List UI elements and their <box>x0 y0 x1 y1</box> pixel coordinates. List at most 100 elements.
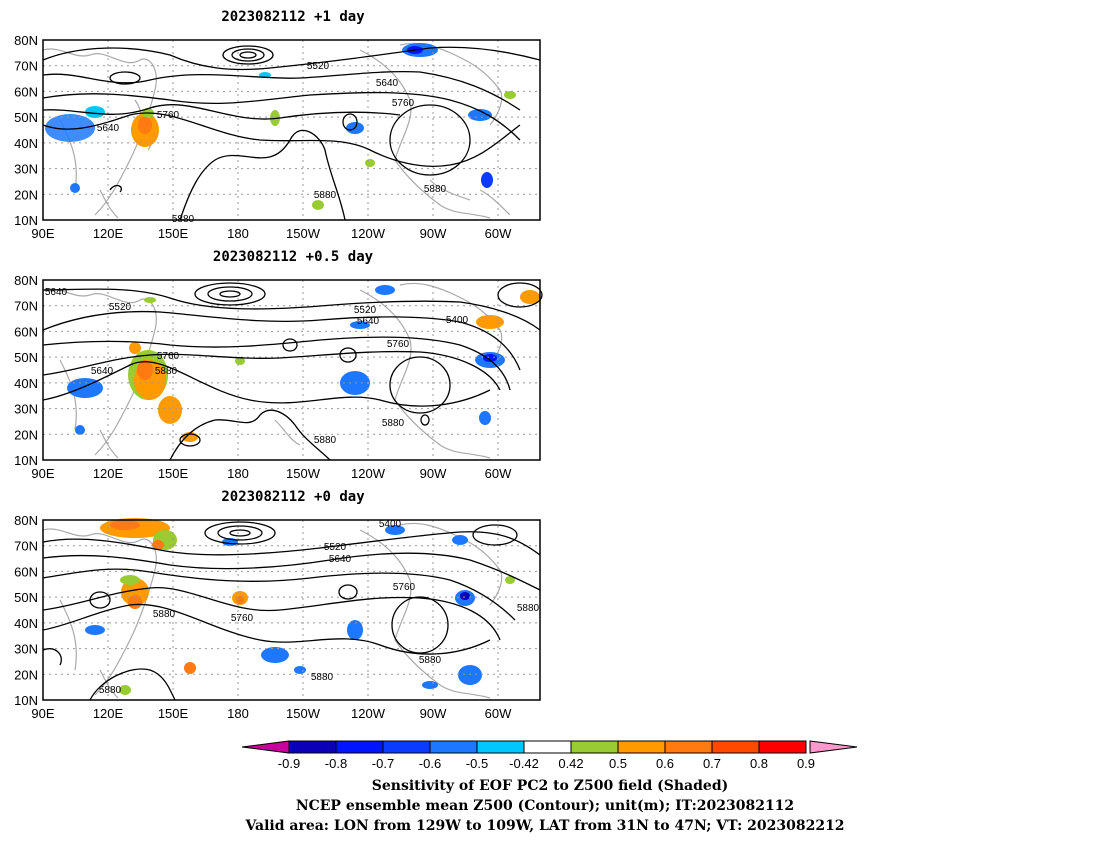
shading <box>45 43 516 210</box>
colorbar-tick-label: -0.7 <box>372 756 394 771</box>
panel-title: 2023082112 +1 day <box>221 9 365 25</box>
colorbar-tick-labels: -0.9 -0.8 -0.7 -0.6 -0.5 -0.42 0.42 0.5 0.6 0.7 0.… <box>278 756 815 771</box>
colorbar-box <box>758 740 807 754</box>
lat-tick-label: 30N <box>14 402 38 417</box>
contour-label: 5880 <box>424 184 447 195</box>
lon-tick-label: 60W <box>485 226 512 241</box>
colorbar-tick-label: 0.6 <box>656 756 674 771</box>
lon-tick-label: 150E <box>158 706 189 721</box>
caption-line-3: Valid area: LON from 129W to 109W, LAT f… <box>244 818 844 834</box>
contour-label: 5640 <box>376 78 399 89</box>
caption: Sensitivity of EOF PC2 to Z500 field (Sh… <box>244 778 844 834</box>
lat-tick-label: 70N <box>14 299 38 314</box>
lon-tick-label: 120E <box>93 706 124 721</box>
colorbar-box <box>476 740 525 754</box>
lat-tick-label: 80N <box>14 273 38 288</box>
colorbar-box <box>382 740 431 754</box>
lon-tick-label: 90E <box>31 466 54 481</box>
map-area: 5520 5640 5760 5640 5760 5880 5880 5880 <box>42 39 541 225</box>
lat-tick-label: 50N <box>14 590 38 605</box>
map-frame <box>42 519 541 701</box>
lon-tick-label: 150E <box>158 466 189 481</box>
lat-axis: 80N 70N 60N 50N 40N 30N 20N 10N <box>14 33 38 228</box>
lon-tick-label: 180 <box>227 706 249 721</box>
contour-label: 5880 <box>517 603 540 614</box>
contour-label: 5400 <box>379 519 402 530</box>
gridlines <box>43 40 540 220</box>
contour-label: 5640 <box>329 554 352 565</box>
lat-tick-label: 40N <box>14 136 38 151</box>
caption-line-2: NCEP ensemble mean Z500 (Contour); unit(… <box>296 798 794 814</box>
lon-axis: 90E 120E 150E 180 150W 120W 90W 60W <box>31 226 512 241</box>
contour-label: 5520 <box>307 61 330 72</box>
contour-label: 5760 <box>157 110 180 121</box>
colorbar-right-arrow <box>809 740 858 754</box>
contours <box>42 282 543 461</box>
contour-label: 5640 <box>97 123 120 134</box>
colorbar-box <box>335 740 384 754</box>
lat-tick-label: 50N <box>14 110 38 125</box>
lat-tick-label: 40N <box>14 376 38 391</box>
colorbar-box <box>570 740 619 754</box>
contour-label: 5760 <box>231 613 254 624</box>
lat-tick-label: 80N <box>14 33 38 48</box>
lon-tick-label: 60W <box>485 706 512 721</box>
colorbar-box <box>711 740 760 754</box>
contour-label: 5520 <box>324 542 347 553</box>
contour-label: 5640 <box>357 316 380 327</box>
map-frame <box>42 39 541 221</box>
contour-label: 5880 <box>314 435 337 446</box>
lat-tick-label: 80N <box>14 513 38 528</box>
colorbar-box <box>288 740 337 754</box>
colorbar-tick-label: -0.42 <box>509 756 539 771</box>
colorbar-box <box>664 740 713 754</box>
lon-tick-label: 150E <box>158 226 189 241</box>
lat-tick-label: 20N <box>14 667 38 682</box>
colorbar-tick-label: 0.42 <box>558 756 583 771</box>
colorbar-tick-label: 0.7 <box>703 756 721 771</box>
lon-tick-label: 120W <box>351 706 386 721</box>
lat-tick-label: 10N <box>14 213 38 228</box>
colorbar-tick-label: -0.9 <box>278 756 300 771</box>
lat-tick-label: 70N <box>14 59 38 74</box>
contour-labels: 5640 5520 5520 5640 5400 5760 5640 5760 … <box>45 287 469 446</box>
lon-tick-label: 60W <box>485 466 512 481</box>
caption-line-1: Sensitivity of EOF PC2 to Z500 field (Sh… <box>372 778 728 794</box>
colorbar-left-arrow <box>241 740 290 754</box>
colorbar-tick-label: -0.8 <box>325 756 347 771</box>
lat-tick-label: 20N <box>14 187 38 202</box>
panel-1: 2023082112 +1 day <box>14 9 541 241</box>
contour-label: 5760 <box>157 351 180 362</box>
colorbar-tick-label: 0.9 <box>797 756 815 771</box>
lat-tick-label: 30N <box>14 162 38 177</box>
lat-axis: 80N 70N 60N 50N 40N 30N 20N 10N <box>14 513 38 708</box>
contour-label: 5880 <box>311 672 334 683</box>
contour-label: 5640 <box>91 366 114 377</box>
lat-tick-label: 70N <box>14 539 38 554</box>
map-frame <box>42 279 541 461</box>
map-area: 5640 5520 5520 5640 5400 5760 5640 5760 … <box>42 279 543 461</box>
contour-label: 5760 <box>387 339 410 350</box>
lon-tick-label: 150W <box>286 466 321 481</box>
contour-label: 5400 <box>446 315 469 326</box>
colorbar-tick-label: -0.5 <box>466 756 488 771</box>
lon-tick-label: 90E <box>31 706 54 721</box>
lon-tick-label: 120E <box>93 466 124 481</box>
lat-tick-label: 50N <box>14 350 38 365</box>
lon-tick-label: 120E <box>93 226 124 241</box>
lat-tick-label: 60N <box>14 324 38 339</box>
lon-axis: 90E 120E 150E 180 150W 120W 90W 60W <box>31 466 512 481</box>
colorbar: -0.9 -0.8 -0.7 -0.6 -0.5 -0.42 0.42 0.5 0.6 0.7 0.… <box>241 740 858 771</box>
lon-tick-label: 90W <box>420 706 447 721</box>
contour-label: 5880 <box>419 655 442 666</box>
lat-tick-label: 60N <box>14 84 38 99</box>
panel-title: 2023082112 +0 day <box>221 489 365 505</box>
gridlines <box>43 280 540 460</box>
lon-tick-label: 180 <box>227 466 249 481</box>
contour-label: 5520 <box>354 305 377 316</box>
contours <box>42 45 541 221</box>
contour-label: 5640 <box>45 287 68 298</box>
contour-label: 5880 <box>155 366 178 377</box>
panel-3: 2023082112 +0 day <box>14 489 541 721</box>
